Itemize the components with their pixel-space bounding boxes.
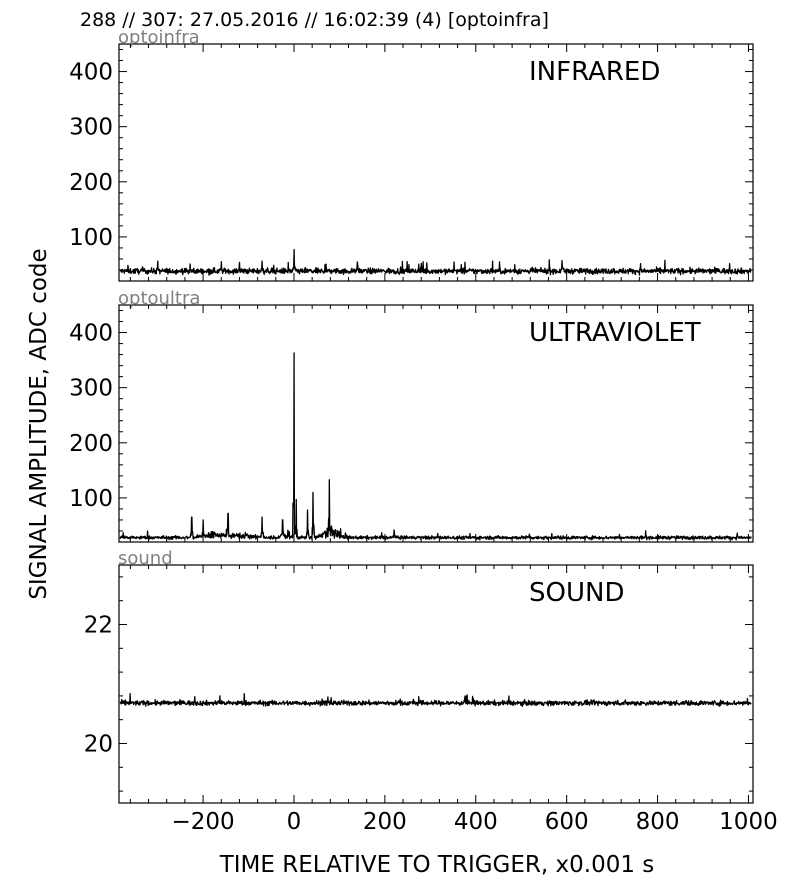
y-tick-label: 20 (84, 732, 113, 758)
y-tick-label: 200 (69, 431, 113, 457)
signal-trace-optoultra (119, 352, 752, 541)
x-tick-label: 400 (454, 809, 498, 835)
panel-title: INFRARED (529, 57, 660, 87)
x-tick-label: 800 (636, 809, 680, 835)
y-tick-label: 100 (69, 486, 113, 512)
y-tick-label: 300 (69, 115, 113, 141)
y-tick-label: 400 (69, 60, 113, 86)
signal-trace-sound (119, 693, 752, 708)
y-tick-label: 400 (69, 321, 113, 347)
panel-optoinfra: optoinfra INFRARED 100 200 300 400 (69, 27, 754, 282)
signal-trace-optoinfra (119, 248, 752, 276)
figure-header: 288 // 307: 27.05.2016 // 16:02:39 (4) [… (80, 9, 549, 31)
plot-frame (118, 304, 754, 543)
plot-frame (118, 564, 754, 804)
y-tick-label: 22 (84, 613, 113, 639)
y-tick-label: 200 (69, 170, 113, 196)
x-tick-label: 200 (363, 809, 407, 835)
channel-label: optoinfra (118, 27, 200, 48)
channel-label: optoultra (118, 288, 200, 309)
panel-title: ULTRAVIOLET (529, 318, 701, 348)
y-axis-label: SIGNAL AMPLITUDE, ADC code (26, 248, 52, 599)
panel-sound: sound SOUND 20 22 −200 0 200 400 600 800 1000 (84, 548, 778, 835)
y-tick-label: 100 (69, 225, 113, 251)
x-tick-label: 0 (287, 809, 302, 835)
x-tick-label: 1000 (719, 809, 778, 835)
panel-optoultra: optoultra ULTRAVIOLET 100 200 300 400 (69, 288, 754, 543)
plot-frame (118, 43, 754, 282)
channel-label: sound (118, 548, 173, 569)
x-axis-label: TIME RELATIVE TO TRIGGER, x0.001 s (219, 852, 655, 878)
x-tick-label: 600 (545, 809, 589, 835)
y-tick-label: 300 (69, 376, 113, 402)
x-tick-label: −200 (171, 809, 234, 835)
panel-title: SOUND (529, 578, 624, 608)
